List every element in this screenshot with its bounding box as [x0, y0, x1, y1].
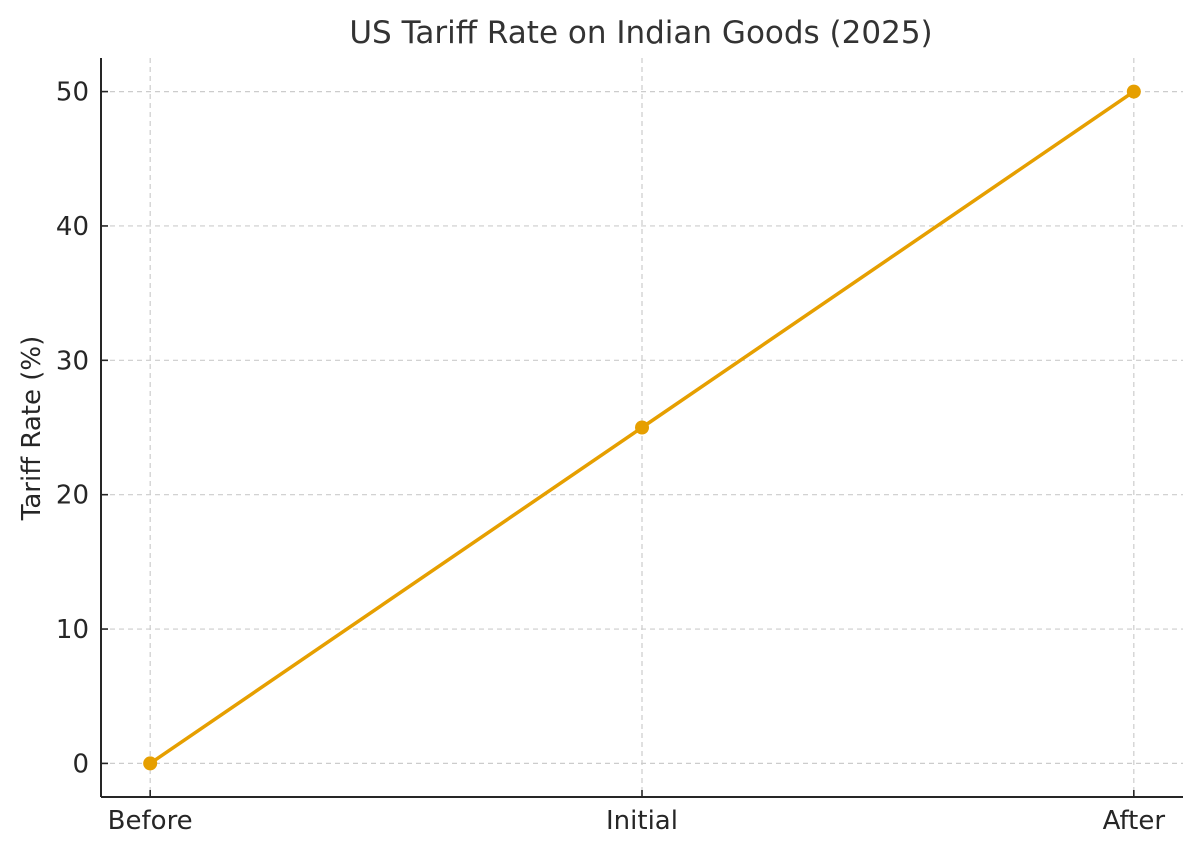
series — [143, 84, 1141, 771]
x-tick-label: Before — [108, 806, 193, 836]
y-tick-label: 30 — [56, 346, 89, 376]
y-tick-label: 40 — [56, 212, 89, 242]
y-tick-label: 0 — [72, 749, 89, 779]
y-tick-label: 20 — [56, 481, 89, 511]
y-tick-label: 10 — [56, 615, 89, 645]
chart-title: US Tariff Rate on Indian Goods (2025) — [349, 15, 932, 51]
y-axis-label: Tariff Rate (%) — [17, 336, 47, 521]
x-tick-label: After — [1103, 806, 1166, 836]
data-point-initial — [635, 420, 649, 435]
axes: 0 10 20 30 40 50 Before Initial After — [56, 58, 1183, 836]
data-point-after — [1126, 84, 1141, 99]
grid — [101, 58, 1183, 797]
data-point-before — [143, 756, 158, 771]
y-tick-label: 50 — [56, 78, 89, 108]
x-tick-label: Initial — [606, 806, 678, 836]
